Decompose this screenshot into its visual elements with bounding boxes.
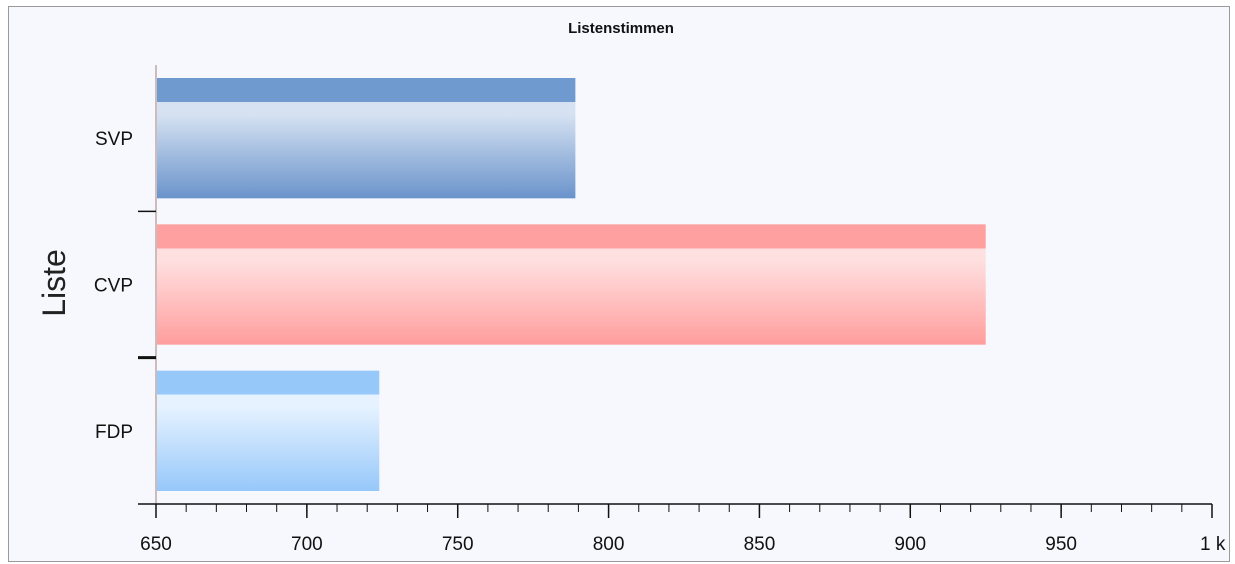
- x-axis: 650 700 750 800 850 900 950 1 k: [140, 503, 1226, 555]
- bar-cvp: [157, 224, 986, 345]
- bars-group: [157, 78, 986, 491]
- x-tick-label: 950: [1045, 534, 1077, 555]
- chart-frame: Listenstimmen Liste SVP CVP FDP 650 700 750 8…: [8, 6, 1230, 562]
- category-label-svp: SVP: [95, 129, 133, 150]
- x-tick-label: 900: [894, 534, 926, 555]
- x-tick-label: 650: [140, 534, 172, 555]
- category-label-fdp: FDP: [95, 422, 133, 443]
- x-tick-label: 700: [291, 534, 323, 555]
- x-tick-label: 800: [593, 534, 625, 555]
- category-label-cvp: CVP: [94, 276, 133, 297]
- y-axis: SVP CVP FDP: [94, 65, 157, 505]
- chart-svg: Listenstimmen Liste SVP CVP FDP 650 700 750 8…: [36, 20, 1226, 555]
- bar-svp: [157, 78, 576, 199]
- chart-title: Listenstimmen: [568, 20, 674, 37]
- x-tick-label: 750: [442, 534, 474, 555]
- x-tick-label: 850: [744, 534, 776, 555]
- bar-fdp: [157, 370, 380, 491]
- x-tick-label: 1 k: [1200, 534, 1226, 555]
- y-axis-label: Liste: [36, 249, 72, 317]
